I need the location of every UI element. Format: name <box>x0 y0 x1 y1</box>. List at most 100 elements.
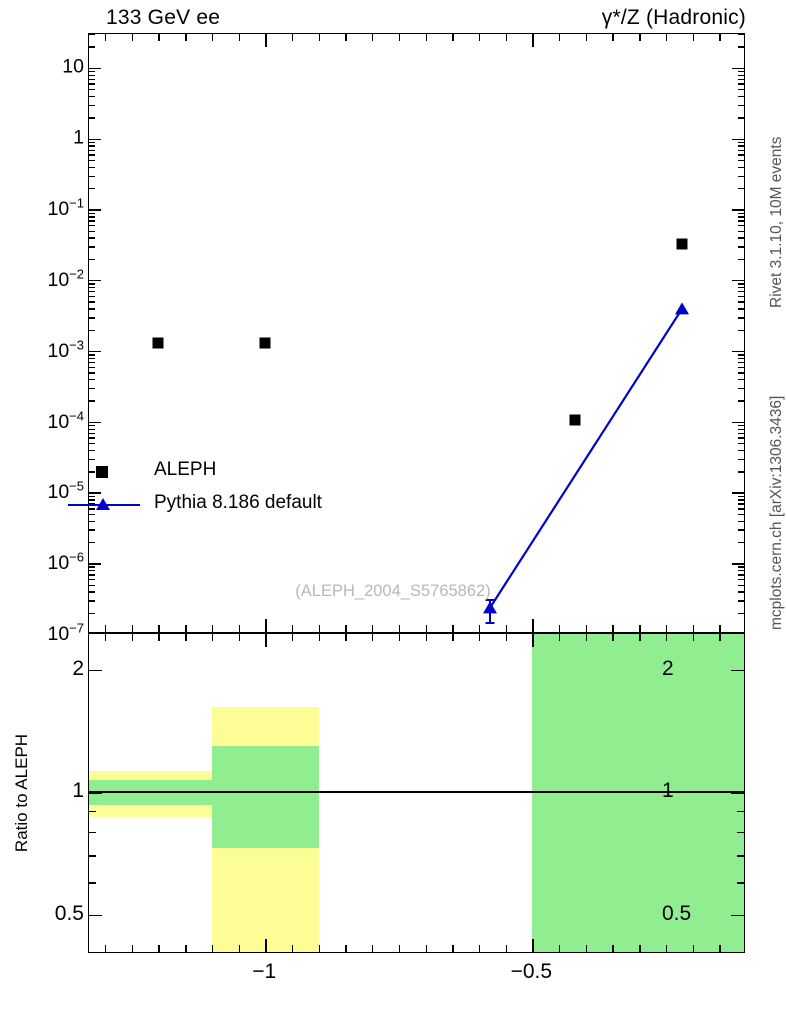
axis-tick <box>732 421 744 424</box>
data-point-square <box>259 337 271 349</box>
axis-tick <box>738 175 744 177</box>
axis-tick <box>738 379 744 381</box>
axis-tick <box>665 945 668 952</box>
axis-tick <box>738 220 744 222</box>
axis-tick <box>89 361 95 364</box>
axis-tick <box>89 520 95 522</box>
axis-tick <box>738 600 744 602</box>
axis-tick <box>89 574 95 576</box>
axis-tick <box>238 625 240 632</box>
axis-tick <box>738 237 744 239</box>
axis-tick <box>738 117 744 119</box>
axis-tick <box>559 625 561 632</box>
axis-tick <box>732 67 744 70</box>
axis-tick <box>732 492 744 494</box>
axis-tick <box>398 945 401 952</box>
axis-tick <box>505 945 508 952</box>
axis-tick <box>738 432 744 435</box>
y-tick-label: 10−7 <box>47 620 84 645</box>
ratio-y-tick-label: 2 <box>72 656 84 680</box>
axis-tick <box>131 34 134 41</box>
axis-tick <box>738 78 744 81</box>
axis-tick <box>398 34 401 41</box>
ratio-y-tick-label-right: 1 <box>662 779 674 803</box>
axis-tick <box>89 855 96 857</box>
ratio-y-tick-label: 0.5 <box>54 901 84 925</box>
ratio-unity-line <box>89 791 744 793</box>
axis-tick <box>318 945 321 952</box>
axis-tick <box>185 945 187 952</box>
axis-tick <box>737 810 744 813</box>
axis-tick <box>89 570 95 572</box>
axis-tick <box>738 286 744 289</box>
axis-tick <box>89 513 95 516</box>
rivet-version-caption: Rivet 3.1.10, 10M events <box>768 136 785 308</box>
data-point-square <box>569 414 581 426</box>
axis-tick <box>89 354 95 356</box>
axis-tick <box>738 46 744 48</box>
axis-tick <box>89 141 95 144</box>
ratio-plot-area <box>89 634 744 952</box>
axis-tick <box>732 350 744 353</box>
axis-tick <box>738 246 744 248</box>
axis-tick <box>158 625 160 632</box>
axis-tick <box>89 138 101 140</box>
axis-tick <box>89 529 95 531</box>
axis-tick <box>738 612 744 615</box>
axis-tick <box>89 584 95 586</box>
axis-tick <box>89 591 95 593</box>
axis-tick <box>89 295 95 298</box>
axis-tick <box>738 141 744 144</box>
axis-tick <box>478 34 481 41</box>
axis-tick <box>89 117 95 119</box>
axis-tick <box>89 283 95 285</box>
axis-tick <box>131 634 134 641</box>
mc-curve-overlay <box>488 308 683 609</box>
axis-tick <box>265 34 267 47</box>
ratio-band-inner <box>211 745 319 848</box>
axis-tick <box>612 34 614 41</box>
axis-tick <box>559 945 561 952</box>
axis-tick <box>372 625 374 632</box>
axis-tick <box>738 154 744 156</box>
data-point-triangle <box>482 601 497 614</box>
axis-tick <box>738 471 744 473</box>
axis-tick <box>89 600 95 602</box>
axis-tick <box>89 541 95 544</box>
axis-tick <box>738 591 744 593</box>
axis-tick <box>738 212 744 214</box>
axis-tick <box>738 499 744 501</box>
axis-tick <box>478 625 481 632</box>
axis-tick <box>89 449 95 452</box>
ratio-y-tick-label-right: 0.5 <box>662 901 692 925</box>
axis-tick <box>738 354 744 356</box>
axis-tick <box>738 574 744 576</box>
axis-tick <box>452 625 454 632</box>
axis-tick <box>238 945 240 952</box>
axis-tick <box>732 138 744 140</box>
axis-tick <box>89 175 95 177</box>
y-tick-label: 10−1 <box>47 195 84 221</box>
axis-tick <box>211 634 214 641</box>
axis-tick <box>89 104 95 107</box>
axis-tick <box>158 34 160 41</box>
axis-tick <box>738 520 744 522</box>
legend-label-aleph: ALEPH <box>154 459 217 480</box>
axis-tick <box>732 209 744 211</box>
legend-marker-square-icon <box>60 455 146 488</box>
axis-tick <box>505 34 508 41</box>
axis-tick <box>738 291 744 293</box>
axis-tick <box>89 366 95 368</box>
axis-tick <box>105 945 107 952</box>
axis-tick <box>692 625 694 632</box>
axis-tick <box>478 945 481 952</box>
axis-tick <box>185 634 187 641</box>
header-right-title: γ*/Z (Hadronic) <box>601 6 746 29</box>
axis-tick <box>585 945 588 952</box>
axis-tick <box>738 166 744 169</box>
axis-tick <box>738 357 744 360</box>
axis-tick <box>265 939 267 952</box>
axis-tick <box>738 89 744 91</box>
y-tick-label: 10−3 <box>47 337 84 362</box>
axis-tick <box>89 563 101 565</box>
